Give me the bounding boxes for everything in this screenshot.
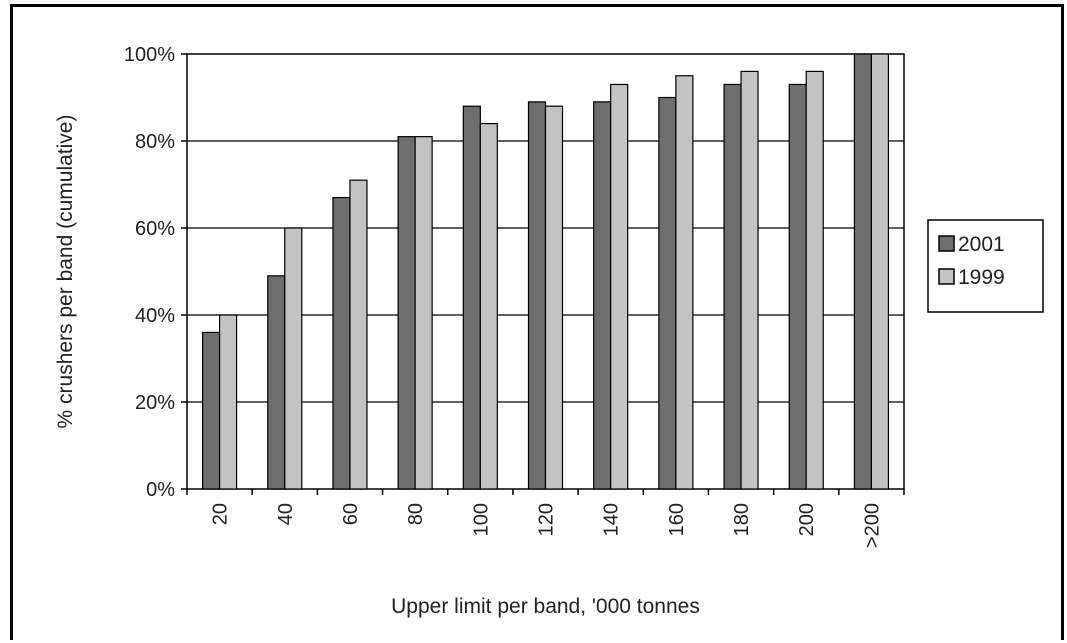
y-tick-label: 40% <box>135 305 175 327</box>
bar-2001-100 <box>462 105 481 490</box>
bar-2001-60 <box>332 196 351 490</box>
bar-1999-40 <box>284 227 303 490</box>
bar-2001-180 <box>723 83 742 490</box>
y-tick-label: 0% <box>146 479 175 501</box>
bar-1999-200 <box>805 70 824 490</box>
bar-2001-120 <box>527 101 547 490</box>
bar-1999-100 <box>479 122 498 490</box>
y-tick-label: 100% <box>124 44 175 66</box>
bar-2001-20 <box>201 331 221 490</box>
bar-1999->200 <box>870 53 890 490</box>
chart-frame <box>10 4 1064 640</box>
bar-1999-180 <box>740 70 759 490</box>
bar-1999-80 <box>414 136 433 490</box>
bar-2001-80 <box>397 136 416 490</box>
x-axis-title: Upper limit per band, '000 tonnes <box>391 595 700 618</box>
bar-2001-140 <box>593 101 612 490</box>
x-tick-label: 20 <box>210 503 232 525</box>
x-tick-label: 180 <box>731 503 753 536</box>
legend: 2001 1999 <box>927 219 1044 313</box>
legend-label-1999: 1999 <box>958 266 1005 289</box>
bar-1999-20 <box>218 314 238 490</box>
bar-1999-60 <box>349 179 368 490</box>
legend-swatch-2001 <box>938 235 955 252</box>
x-tick-label: 120 <box>536 503 558 536</box>
x-tick-label: 160 <box>666 503 688 536</box>
bar-2001->200 <box>853 53 873 490</box>
axes: 0% 20% 40% 60% 80% 100% 20 40 60 80 100 120 140 160 18… <box>124 44 905 548</box>
bar-2001-200 <box>788 83 807 490</box>
legend-label-2001: 2001 <box>958 233 1005 256</box>
bar-1999-120 <box>544 105 564 490</box>
legend-swatch-1999 <box>938 268 955 285</box>
bar-2001-160 <box>658 96 677 490</box>
y-tick-label: 20% <box>135 392 175 414</box>
y-axis-title: % crushers per band (cumulative) <box>54 115 77 429</box>
x-tick-label: 100 <box>470 503 492 536</box>
bar-1999-140 <box>610 83 629 490</box>
x-tick-label: 200 <box>796 503 818 536</box>
bars <box>201 53 890 490</box>
x-tick-label: 40 <box>275 503 297 525</box>
bar-2001-40 <box>267 275 286 490</box>
y-tick-label: 80% <box>135 131 175 153</box>
x-tick-label: 80 <box>405 503 427 525</box>
x-tick-label: 60 <box>340 503 362 525</box>
x-tick-label: 140 <box>601 503 623 536</box>
y-tick-label: 60% <box>135 218 175 240</box>
x-tick-label: >200 <box>861 503 883 548</box>
bar-1999-160 <box>675 75 694 490</box>
